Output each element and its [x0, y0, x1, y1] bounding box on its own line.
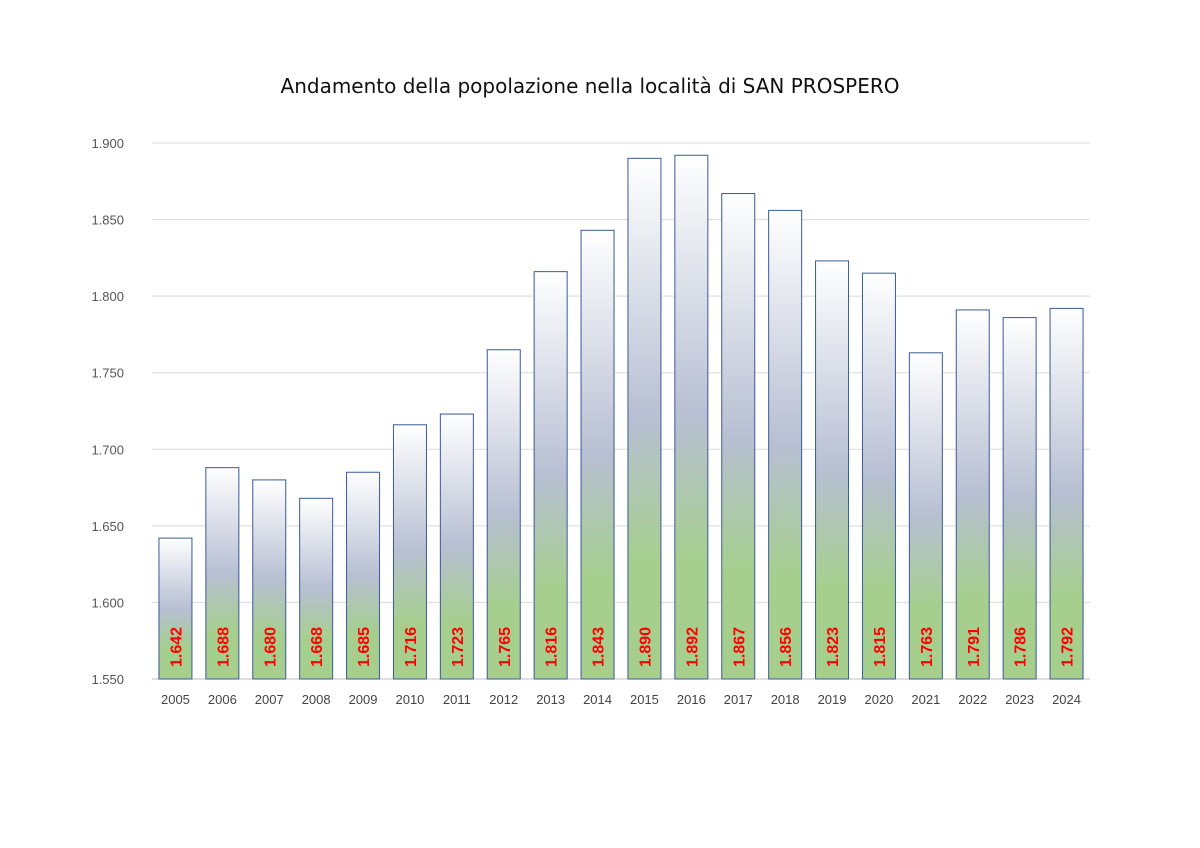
bar — [158, 537, 193, 680]
y-axis-tick-labels: 1.550 1.600 1.650 1.700 1.750 1.800 1.850 1.900 — [91, 136, 124, 687]
x-tick-label: 2008 — [302, 692, 331, 707]
y-tick-label: 1.800 — [91, 289, 124, 304]
data-label: 1.642 — [168, 627, 185, 667]
bar — [252, 479, 287, 680]
data-label: 1.668 — [309, 627, 326, 667]
x-tick-label: 2009 — [349, 692, 378, 707]
bar — [908, 352, 943, 680]
bar — [346, 471, 381, 680]
chart-title: Andamento della popolazione nella locali… — [280, 74, 900, 98]
x-tick-label: 2016 — [677, 692, 706, 707]
x-tick-label: 2007 — [255, 692, 284, 707]
x-tick-label: 2019 — [818, 692, 847, 707]
data-label: 1.815 — [872, 627, 889, 667]
x-tick-label: 2013 — [536, 692, 565, 707]
x-tick-label: 2005 — [161, 692, 190, 707]
data-label: 1.688 — [215, 627, 232, 667]
y-tick-label: 1.850 — [91, 213, 124, 228]
data-label: 1.723 — [450, 627, 467, 667]
bar — [299, 497, 334, 680]
bar — [1002, 317, 1037, 680]
x-tick-label: 2017 — [724, 692, 753, 707]
data-label: 1.786 — [1013, 627, 1030, 667]
bar — [768, 209, 803, 680]
bar — [627, 157, 662, 680]
bar — [861, 272, 896, 680]
bar — [439, 413, 474, 680]
x-tick-label: 2015 — [630, 692, 659, 707]
y-tick-label: 1.650 — [91, 519, 124, 534]
x-tick-label: 2024 — [1052, 692, 1081, 707]
x-tick-label: 2010 — [395, 692, 424, 707]
data-label: 1.867 — [731, 627, 748, 667]
bar — [721, 193, 756, 680]
x-tick-label: 2011 — [443, 692, 471, 707]
y-tick-label: 1.550 — [91, 672, 124, 687]
data-label: 1.856 — [778, 627, 795, 667]
data-label: 1.892 — [684, 627, 701, 667]
x-axis-tick-labels: 2005 2006 2007 2008 2009 2010 2011 2012 2013 2014… — [161, 692, 1081, 707]
x-tick-label: 2018 — [771, 692, 800, 707]
x-tick-label: 2020 — [864, 692, 893, 707]
bar — [815, 260, 850, 680]
x-tick-label: 2022 — [958, 692, 987, 707]
x-tick-label: 2006 — [208, 692, 237, 707]
data-label: 1.843 — [591, 627, 608, 667]
bar — [533, 271, 568, 680]
data-label: 1.716 — [403, 627, 420, 667]
data-label: 1.685 — [356, 627, 373, 667]
bar — [955, 309, 990, 680]
data-labels: 1.642 1.688 1.680 1.668 1.685 1.716 1.723 1.765… — [168, 627, 1076, 667]
y-tick-label: 1.700 — [91, 442, 124, 457]
x-tick-label: 2014 — [583, 692, 612, 707]
data-label: 1.791 — [966, 627, 983, 667]
bar — [392, 424, 427, 680]
x-tick-label: 2012 — [489, 692, 518, 707]
data-label: 1.763 — [919, 627, 936, 667]
data-label: 1.765 — [497, 627, 514, 667]
y-tick-label: 1.900 — [91, 136, 124, 151]
data-label: 1.792 — [1060, 627, 1077, 667]
bar — [674, 154, 709, 680]
bar — [205, 467, 240, 680]
data-label: 1.890 — [637, 627, 654, 667]
data-label: 1.823 — [825, 627, 842, 667]
x-tick-label: 2023 — [1005, 692, 1034, 707]
y-tick-label: 1.600 — [91, 595, 124, 610]
bar — [1049, 307, 1084, 680]
bars — [158, 154, 1084, 680]
bar — [580, 229, 615, 680]
data-label: 1.816 — [544, 627, 561, 667]
x-tick-label: 2021 — [911, 692, 940, 707]
bar — [486, 349, 521, 680]
gridlines — [152, 142, 1090, 680]
y-tick-label: 1.750 — [91, 366, 124, 381]
data-label: 1.680 — [262, 627, 279, 667]
